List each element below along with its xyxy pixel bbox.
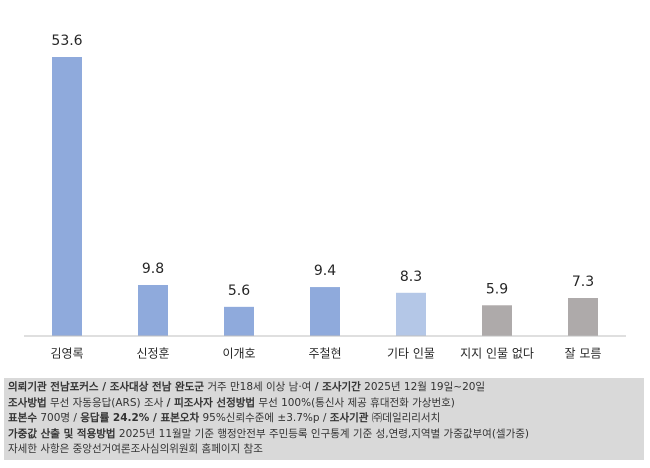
bar bbox=[138, 284, 168, 336]
info-text: 95%신뢰수준에 ±3.7%p / bbox=[202, 412, 327, 425]
bar bbox=[482, 305, 512, 336]
info-line: 조사방법 무선 자동응답(ARS) 조사 / 피조사자 선정방법 무선 100%… bbox=[8, 396, 640, 412]
x-tick-label: 잘 모름 bbox=[565, 347, 602, 361]
x-tick-label: 기타 인물 bbox=[387, 347, 435, 361]
info-label: 조사기관 bbox=[329, 412, 369, 425]
info-label: 의뢰기관 전남포커스 / 조사대상 전남 완도군 bbox=[8, 381, 204, 393]
x-tick-label: 이개호 bbox=[222, 347, 255, 361]
info-text: 자세한 사항은 중앙선거여론조사심의위원회 홈페이지 참조 bbox=[8, 443, 263, 456]
value-label: 7.3 bbox=[572, 274, 594, 290]
info-label: / 피조사자 선정방법 bbox=[166, 396, 256, 409]
value-label: 8.3 bbox=[400, 269, 422, 285]
info-label: 조사방법 bbox=[8, 396, 47, 409]
info-text: ㈜데일리리서치 bbox=[371, 412, 441, 425]
info-line: 표본수 700명 / 응답률 24.2% / 표본오차 95%신뢰수준에 ±3.… bbox=[8, 411, 640, 427]
value-label: 9.8 bbox=[142, 261, 164, 277]
info-text: 2025년 12월 19일~20일 bbox=[364, 381, 486, 393]
info-line: 자세한 사항은 중앙선거여론조사심의위원회 홈페이지 참조 bbox=[8, 442, 640, 458]
info-label: 응답률 24.2% / 표본오차 bbox=[80, 412, 200, 425]
x-tick-label: 신정훈 bbox=[136, 347, 169, 361]
x-tick-label: 주철현 bbox=[308, 347, 341, 361]
info-label: 표본수 bbox=[8, 412, 37, 425]
bar bbox=[52, 57, 82, 336]
survey-info: 의뢰기관 전남포커스 / 조사대상 전남 완도군 거주 만18세 이상 남·여 … bbox=[4, 378, 644, 460]
info-line: 가중값 산출 및 적용방법 2025년 11월말 기준 행정안전부 주민등록 인… bbox=[8, 427, 640, 443]
info-text: 무선 자동응답(ARS) 조사 bbox=[49, 396, 164, 409]
x-tick-label: 지지 인물 없다 bbox=[460, 347, 534, 361]
bar bbox=[568, 298, 598, 336]
info-text: 2025년 11월말 기준 행정안전부 주민등록 인구통계 기준 성,연령,지역… bbox=[118, 427, 530, 440]
x-tick-label: 김영록 bbox=[50, 347, 83, 361]
info-label: 가중값 산출 및 적용방법 bbox=[8, 427, 116, 440]
bar bbox=[310, 287, 340, 336]
info-label: / 조사기간 bbox=[314, 381, 361, 393]
value-label: 9.4 bbox=[314, 263, 336, 279]
value-label: 5.9 bbox=[486, 281, 508, 297]
value-label: 53.6 bbox=[51, 33, 82, 49]
info-text: 무선 100%(통신사 제공 휴대전화 가상번호) bbox=[258, 396, 455, 409]
bar bbox=[224, 306, 254, 336]
info-text: 거주 만18세 이상 남·여 bbox=[207, 381, 312, 393]
value-label: 5.6 bbox=[228, 283, 250, 299]
info-line: 의뢰기관 전남포커스 / 조사대상 전남 완도군 거주 만18세 이상 남·여 … bbox=[8, 380, 640, 396]
bar bbox=[396, 292, 426, 336]
chart: 53.6 김영록 9.8 신정훈 5.6 이개호 9.4 주철현 8.3 기타 인물 5.9 지지 인… bbox=[24, 33, 626, 361]
info-text: 700명 / bbox=[40, 412, 77, 425]
